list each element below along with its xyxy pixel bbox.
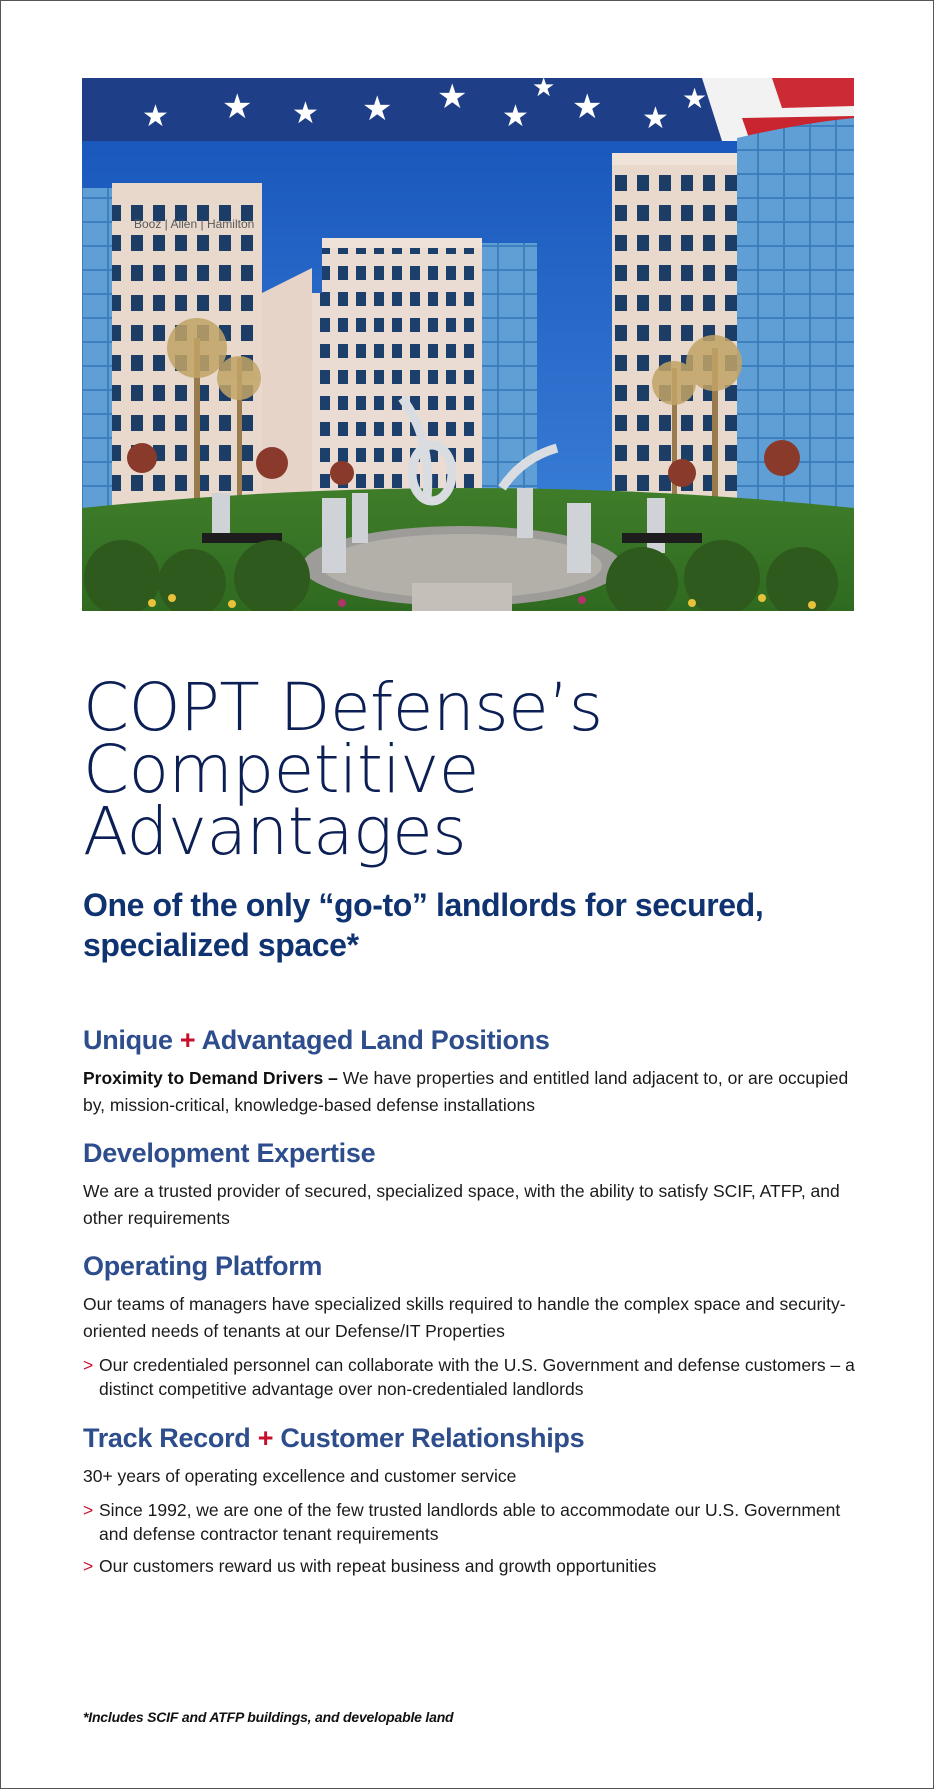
building-sign: Booz | Allen | Hamilton — [134, 217, 254, 231]
section-body: We are a trusted provider of secured, sp… — [83, 1181, 840, 1228]
hero-photo: ★ ★ ★ ★ ★ ★ ★ ★ ★ ★ Booz | Allen | Hamil… — [82, 78, 854, 611]
plus-sign: + — [257, 1423, 274, 1453]
svg-text:★: ★ — [502, 99, 529, 134]
bullet-text: Our customers reward us with repeat busi… — [99, 1556, 657, 1576]
lead-bold: Proximity to Demand Drivers – — [83, 1068, 338, 1088]
bullet-text: Since 1992, we are one of the few truste… — [99, 1500, 841, 1544]
bullet-item: > Our credentialed personnel can collabo… — [83, 1353, 873, 1401]
svg-text:★: ★ — [572, 87, 602, 127]
section-operating-platform: Operating Platform Our teams of managers… — [83, 1249, 873, 1401]
section-heading: Unique + Advantaged Land Positions — [83, 1023, 873, 1057]
section-development-expertise: Development Expertise We are a trusted p… — [83, 1136, 873, 1232]
body-text: We have properties and entitled land adj… — [83, 1068, 849, 1115]
heading-part-b: Advantaged Land Positions — [201, 1025, 550, 1055]
section-body: 30+ years of operating excellence and cu… — [83, 1466, 517, 1486]
svg-text:★: ★ — [532, 78, 555, 103]
svg-text:★: ★ — [222, 87, 252, 127]
section-land-positions: Unique + Advantaged Land Positions Proxi… — [83, 1023, 873, 1119]
bullet-marker: > — [83, 1500, 94, 1520]
section-heading: Operating Platform — [83, 1251, 323, 1281]
svg-text:★: ★ — [142, 99, 169, 134]
heading-part-a: Track Record — [83, 1423, 251, 1453]
footnote: *Includes SCIF and ATFP buildings, and d… — [83, 1709, 454, 1725]
heading-part-b: Customer Relationships — [280, 1423, 585, 1453]
section-heading: Development Expertise — [83, 1138, 376, 1168]
svg-text:★: ★ — [682, 82, 707, 115]
bullet-item: > Since 1992, we are one of the few trus… — [83, 1498, 873, 1546]
page-title: COPT Defense’s Competitive Advantages — [83, 669, 863, 870]
section-body: Our teams of managers have specialized s… — [83, 1294, 846, 1341]
svg-text:★: ★ — [362, 89, 392, 129]
bullet-marker: > — [83, 1556, 94, 1576]
section-track-record: Track Record + Customer Relationships 30… — [83, 1421, 873, 1578]
bullet-marker: > — [83, 1355, 94, 1375]
plus-sign: + — [179, 1025, 196, 1055]
heading-part-a: Unique — [83, 1025, 173, 1055]
title-line-3: Advantages — [83, 793, 467, 870]
bullet-text: Our credentialed personnel can collabora… — [99, 1355, 855, 1399]
section-heading: Track Record + Customer Relationships — [83, 1421, 873, 1455]
title-line-1: COPT Defense’s — [83, 669, 603, 746]
section-body: Proximity to Demand Drivers – We have pr… — [83, 1065, 873, 1119]
campus-illustration: ★ ★ ★ ★ ★ ★ ★ ★ ★ ★ Booz | Allen | Hamil… — [82, 78, 854, 611]
svg-text:★: ★ — [292, 96, 319, 131]
title-line-2: Competitive — [83, 731, 479, 808]
flag-banner: ★ ★ ★ ★ ★ ★ ★ ★ ★ ★ — [82, 78, 854, 141]
bullet-item: > Our customers reward us with repeat bu… — [83, 1554, 873, 1578]
subtitle: One of the only “go-to” landlords for se… — [83, 887, 764, 963]
svg-text:★: ★ — [437, 78, 467, 117]
svg-text:★: ★ — [642, 101, 669, 136]
